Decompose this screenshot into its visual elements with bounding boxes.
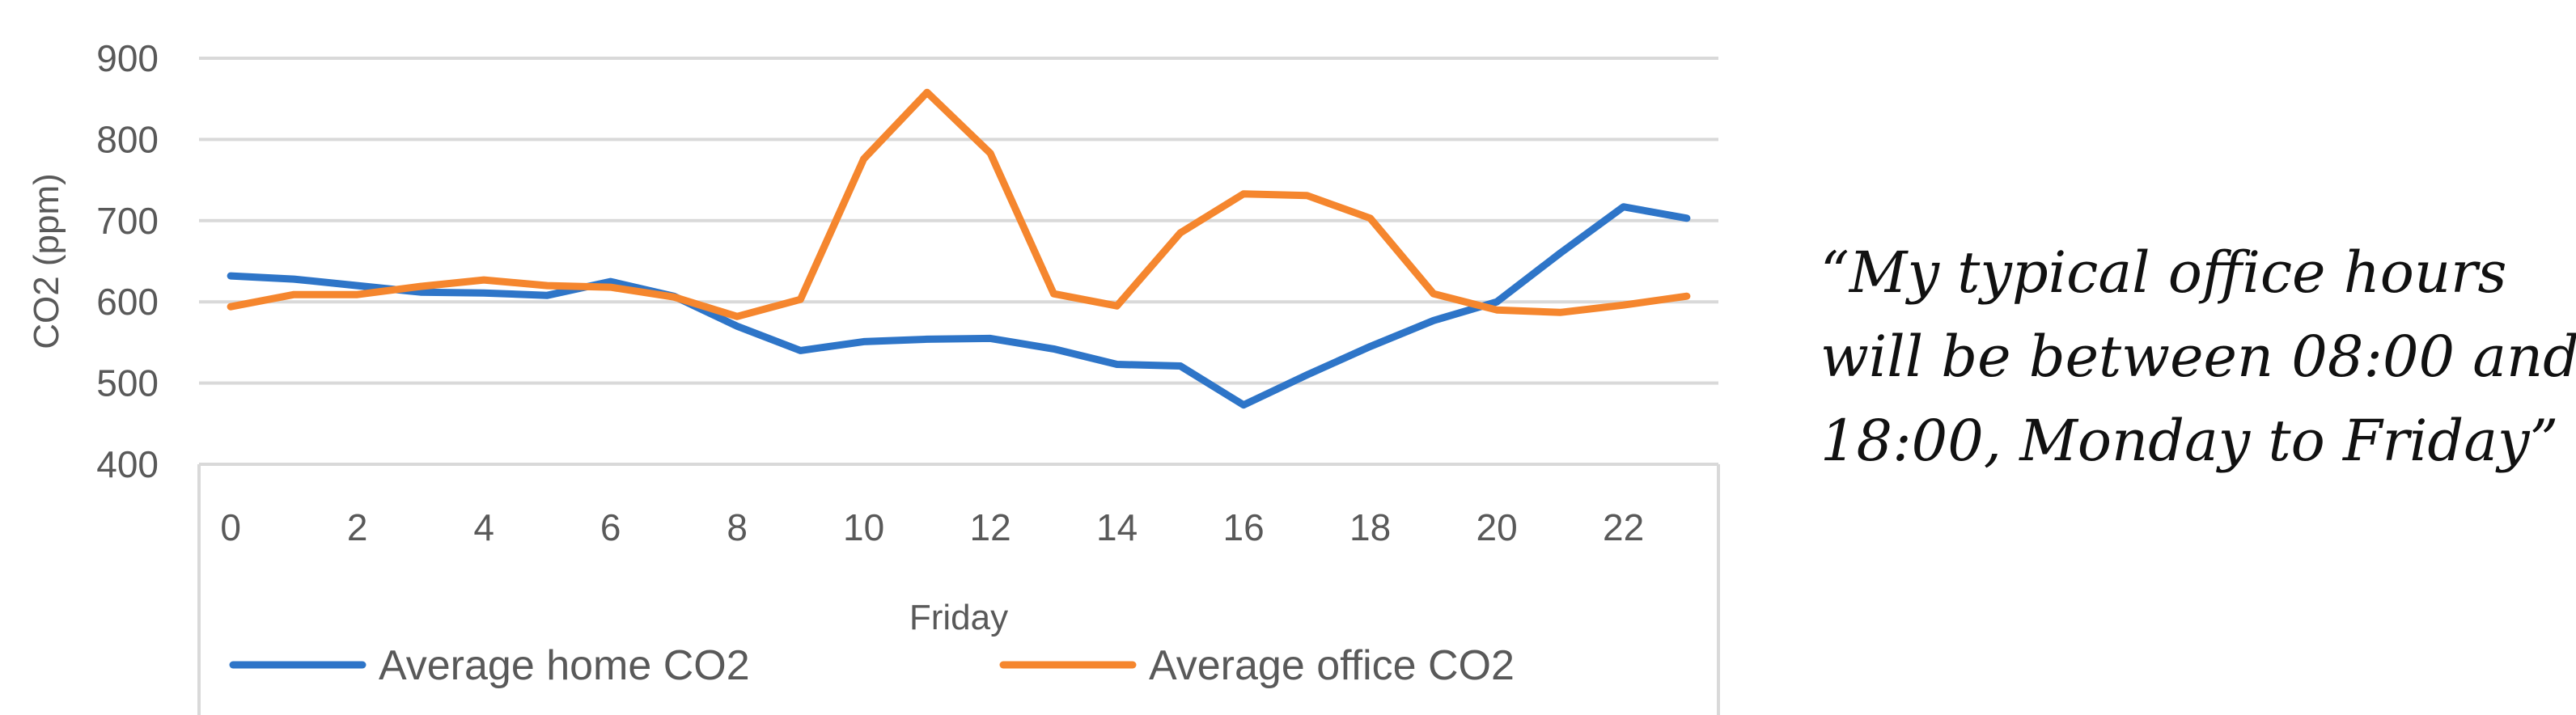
x-tick-label: 8: [727, 506, 748, 548]
x-tick-label: 0: [220, 506, 241, 548]
y-axis-title: CO2 (ppm): [27, 173, 66, 349]
co2-chart: 400 500 600 700 800 900 0 2 4 6 8 10 12 14 16 18 20 22 C…: [27, 37, 1720, 715]
y-tick-label: 900: [96, 37, 159, 79]
y-tick-label: 400: [96, 443, 159, 485]
x-tick-label: 6: [600, 506, 621, 548]
x-tick-label: 10: [843, 506, 884, 548]
quote-line: “My typical office hours: [1820, 239, 2507, 306]
x-axis-title: Friday: [909, 598, 1008, 637]
series-line-average-office-co2: [227, 88, 1691, 320]
x-tick-label: 18: [1349, 506, 1391, 548]
x-tick-label: 14: [1096, 506, 1138, 548]
y-tick-label: 500: [96, 362, 159, 404]
x-tick-label: 12: [970, 506, 1011, 548]
y-tick-label: 800: [96, 118, 159, 160]
legend-label: Average office CO2: [1149, 642, 1515, 689]
series-line-average-home-co2: [227, 203, 1691, 409]
legend-label: Average home CO2: [379, 642, 750, 689]
chart-svg: 400 500 600 700 800 900 0 2 4 6 8 10 12 14 16 18 20 22 C…: [27, 37, 1720, 715]
quote-line: will be between 08:00 and: [1820, 324, 2576, 390]
quote-line: 18:00, Monday to Friday”: [1820, 408, 2559, 474]
x-tick-label: 22: [1603, 506, 1644, 548]
office-hours-quote: “My typical office hours will be between…: [1820, 231, 2576, 483]
x-tick-label: 4: [473, 506, 494, 548]
y-tick-label: 700: [96, 200, 159, 242]
x-tick-label: 20: [1477, 506, 1518, 548]
y-tick-label: 600: [96, 281, 159, 323]
x-tick-label: 2: [347, 506, 368, 548]
x-tick-label: 16: [1223, 506, 1265, 548]
